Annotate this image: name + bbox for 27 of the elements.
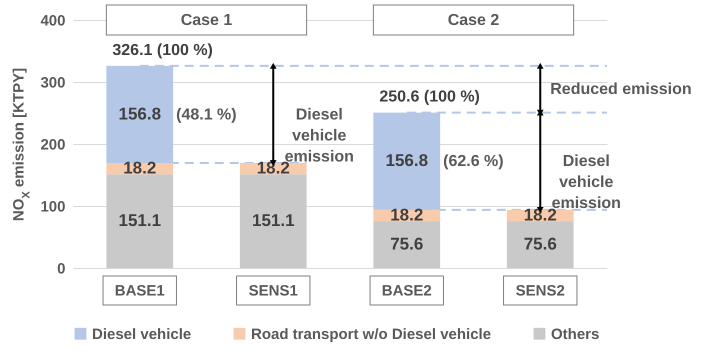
- legend-label: Others: [551, 326, 600, 343]
- total-label: 250.6 (100 %): [379, 88, 480, 106]
- y-tick-label: 300: [40, 74, 66, 92]
- x-tick-label: SENS2: [516, 282, 565, 300]
- annotation: Case 1: [180, 12, 232, 29]
- annotation: Case 2: [448, 12, 500, 29]
- annotation: Reduced emission: [550, 81, 692, 98]
- data-label: 18.2: [123, 158, 156, 178]
- data-label: 156.8: [385, 151, 428, 170]
- annotation: (62.6 %): [443, 153, 504, 170]
- data-label: 156.8: [118, 104, 162, 124]
- data-label: 75.6: [390, 234, 424, 254]
- y-tick-label: 100: [40, 198, 66, 216]
- legend-label: Road transport w/o Diesel vehicle: [251, 326, 492, 343]
- y-tick-label: 400: [40, 12, 66, 30]
- data-label: 75.6: [524, 234, 557, 254]
- x-tick-label: BASE2: [382, 282, 432, 300]
- data-label: 151.1: [252, 211, 295, 230]
- data-label: 18.2: [390, 205, 424, 224]
- x-tick-label: BASE1: [114, 282, 165, 300]
- total-label: 326.1 (100 %): [112, 42, 213, 59]
- y-tick-label: 200: [40, 136, 66, 154]
- x-tick-label: SENS1: [248, 282, 298, 300]
- legend-label: Diesel vehicle: [92, 326, 192, 343]
- y-tick-label: 0: [57, 260, 66, 278]
- annotation: (48.1 %): [176, 106, 237, 124]
- data-label: 151.1: [118, 211, 162, 230]
